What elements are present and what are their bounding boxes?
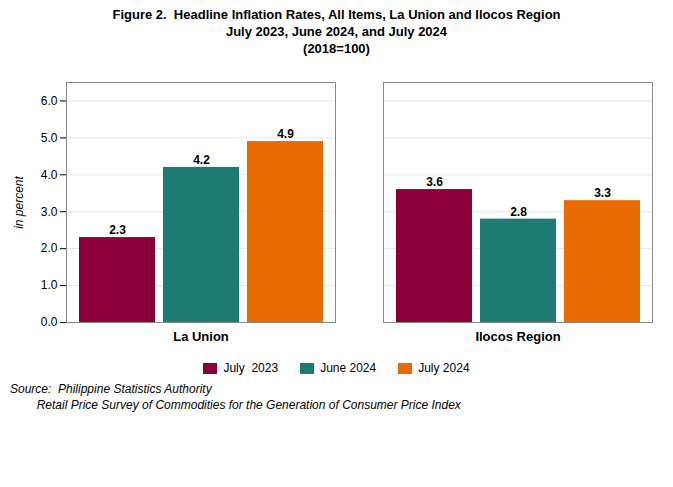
svg-text:4.2: 4.2: [193, 153, 210, 167]
html-text:June 2024: June 2024: [320, 361, 377, 375]
svg-text:1.0: 1.0: [41, 278, 58, 292]
svg-text:3.0: 3.0: [41, 205, 58, 219]
svg-text:4.0: 4.0: [41, 168, 58, 182]
svg-text:2.0: 2.0: [41, 241, 58, 255]
html-text:Figure 2. Headline Inflation R: Figure 2. Headline Inflation Rates, All …: [112, 7, 561, 22]
svg-text:La Union: La Union: [173, 329, 229, 344]
svg-text:in percent: in percent: [12, 175, 26, 228]
svg-text:3.3: 3.3: [594, 186, 611, 200]
svg-text:6.0: 6.0: [41, 94, 58, 108]
svg-text:2.8: 2.8: [510, 205, 527, 219]
svg-text:4.9: 4.9: [277, 127, 294, 141]
svg-text:2.3: 2.3: [109, 223, 126, 237]
svg-text:3.6: 3.6: [426, 175, 443, 189]
svg-text:0.0: 0.0: [41, 315, 58, 329]
html-text:July 2024: July 2024: [418, 361, 470, 375]
html-text:July 2023: July 2023: [223, 361, 279, 375]
html-text:Source: Philippine Statistics: Source: Philippine Statistics Authority: [10, 382, 212, 396]
html-text:Retail Price Survey of Commodi: Retail Price Survey of Commodities for t…: [10, 398, 461, 412]
svg-text:Ilocos Region: Ilocos Region: [475, 329, 560, 344]
html-text:(2018=100): (2018=100): [303, 41, 370, 56]
svg-text:5.0: 5.0: [41, 131, 58, 145]
html-text:July 2023, June 2024, and July: July 2023, June 2024, and July 2024: [225, 24, 448, 39]
